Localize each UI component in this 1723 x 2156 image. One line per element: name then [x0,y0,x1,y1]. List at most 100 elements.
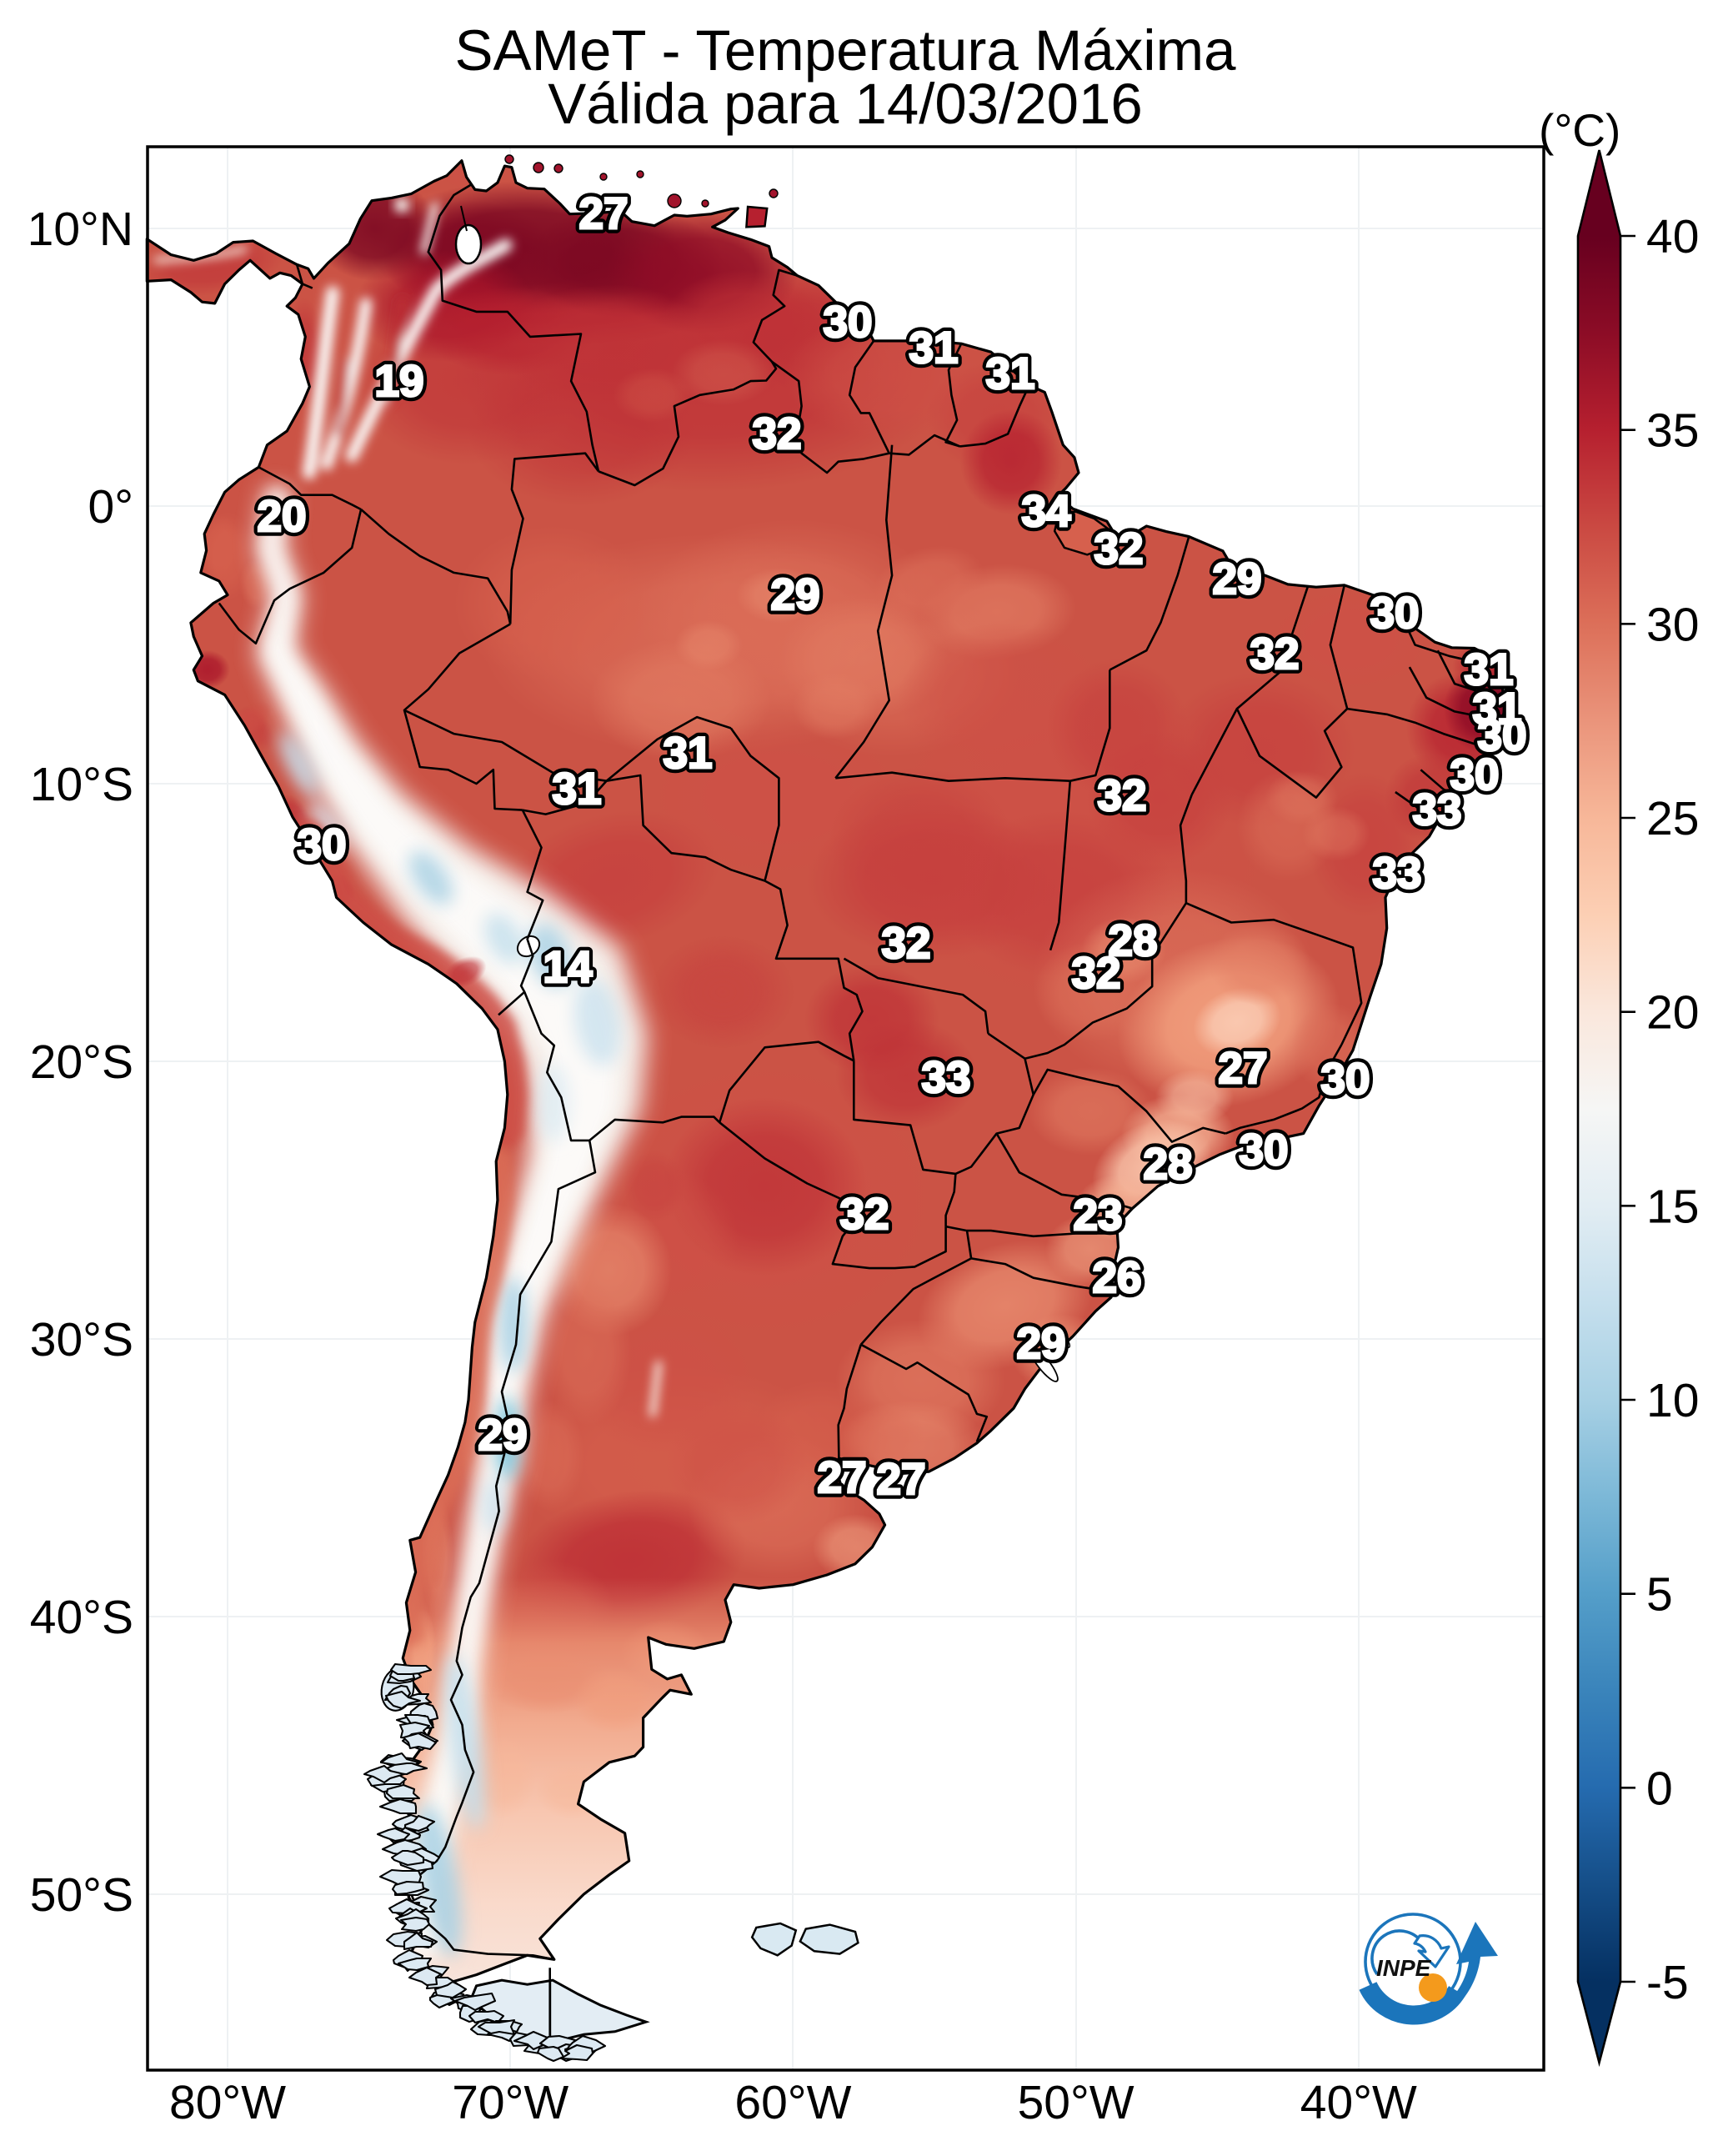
svg-text:34: 34 [1022,487,1071,536]
svg-text:30: 30 [1450,750,1500,800]
svg-text:32: 32 [882,919,931,968]
svg-text:(°C): (°C) [1539,104,1620,156]
svg-text:30: 30 [1240,1126,1289,1175]
svg-text:30°S: 30°S [30,1313,133,1366]
svg-text:INPE: INPE [1376,1955,1432,1981]
svg-text:0°: 0° [88,480,134,534]
svg-text:30: 30 [298,820,347,870]
svg-text:30: 30 [1370,589,1420,638]
svg-text:29: 29 [478,1411,528,1460]
svg-text:29: 29 [1213,554,1262,604]
svg-text:60°W: 60°W [734,2076,851,2129]
svg-text:31: 31 [909,323,959,373]
svg-text:27: 27 [877,1455,926,1504]
svg-text:33: 33 [1373,849,1422,898]
svg-text:20: 20 [258,492,307,541]
svg-text:27: 27 [877,1455,926,1504]
svg-text:30: 30 [1646,598,1699,651]
svg-text:-5: -5 [1646,1956,1689,2009]
svg-text:31: 31 [553,765,602,814]
svg-text:32: 32 [840,1190,889,1239]
svg-text:29: 29 [771,570,820,619]
svg-text:20: 20 [258,492,307,541]
svg-text:35: 35 [1646,404,1699,458]
svg-text:27: 27 [1219,1044,1268,1093]
svg-text:30: 30 [824,298,873,347]
svg-text:50°W: 50°W [1018,2076,1134,2129]
svg-text:SAMeT - Temperatura Máxima: SAMeT - Temperatura Máxima [455,18,1237,83]
svg-text:19: 19 [375,357,424,406]
svg-text:28: 28 [1109,916,1158,965]
svg-text:30: 30 [1450,750,1500,800]
svg-text:31: 31 [986,349,1035,399]
svg-text:32: 32 [882,919,931,968]
svg-text:14: 14 [543,943,593,992]
svg-text:30: 30 [298,820,347,870]
svg-text:10°S: 10°S [30,758,133,811]
svg-text:27: 27 [579,189,629,238]
svg-text:34: 34 [1022,487,1071,536]
svg-text:70°W: 70°W [452,2076,568,2129]
svg-text:32: 32 [1098,771,1147,820]
svg-text:30: 30 [1321,1055,1370,1104]
svg-text:28: 28 [1109,916,1158,965]
svg-text:28: 28 [1144,1140,1193,1189]
svg-text:19: 19 [375,357,424,406]
svg-text:31: 31 [986,349,1035,399]
svg-text:31: 31 [909,323,959,373]
svg-text:33: 33 [922,1053,971,1102]
svg-text:32: 32 [1094,524,1144,574]
svg-text:23: 23 [1074,1191,1123,1240]
svg-text:32: 32 [1250,629,1300,679]
svg-text:40°S: 40°S [30,1591,133,1644]
svg-text:0: 0 [1646,1762,1673,1815]
svg-text:30: 30 [1321,1055,1370,1104]
svg-text:80°W: 80°W [169,2076,286,2129]
svg-text:31: 31 [664,729,713,778]
svg-text:30: 30 [1478,711,1527,760]
svg-text:30: 30 [1240,1126,1289,1175]
svg-text:31: 31 [1473,684,1522,734]
svg-text:40: 40 [1646,210,1699,263]
svg-text:10°N: 10°N [28,203,133,256]
svg-text:33: 33 [1413,785,1462,835]
svg-text:29: 29 [1213,554,1262,604]
svg-text:32: 32 [1250,629,1300,679]
svg-text:26: 26 [1093,1253,1142,1302]
svg-text:31: 31 [553,765,602,814]
svg-text:27: 27 [818,1453,867,1502]
svg-text:20°S: 20°S [30,1035,133,1089]
svg-text:32: 32 [753,409,802,459]
svg-text:27: 27 [1219,1044,1268,1093]
svg-text:Válida para 14/03/2016: Válida para 14/03/2016 [548,72,1143,136]
svg-text:40°W: 40°W [1300,2076,1417,2129]
svg-text:25: 25 [1646,792,1699,845]
svg-text:31: 31 [1473,684,1522,734]
svg-text:31: 31 [1465,645,1514,694]
svg-text:29: 29 [478,1411,528,1460]
svg-text:32: 32 [1098,771,1147,820]
svg-text:5: 5 [1646,1568,1673,1622]
svg-text:31: 31 [1465,645,1514,694]
svg-text:28: 28 [1144,1140,1193,1189]
svg-text:31: 31 [664,729,713,778]
svg-text:20: 20 [1646,986,1699,1040]
svg-text:27: 27 [818,1453,867,1502]
svg-text:30: 30 [1478,711,1527,760]
svg-text:14: 14 [543,943,593,992]
svg-text:29: 29 [771,570,820,619]
svg-text:32: 32 [1072,949,1121,998]
svg-text:32: 32 [753,409,802,459]
svg-text:23: 23 [1074,1191,1123,1240]
svg-text:33: 33 [922,1053,971,1102]
svg-text:33: 33 [1373,849,1422,898]
svg-text:27: 27 [579,189,629,238]
svg-text:29: 29 [1017,1319,1066,1368]
svg-text:50°S: 50°S [30,1868,133,1922]
svg-text:30: 30 [824,298,873,347]
svg-text:32: 32 [1094,524,1144,574]
svg-text:32: 32 [1072,949,1121,998]
svg-text:10: 10 [1646,1374,1699,1427]
svg-text:30: 30 [1370,589,1420,638]
svg-text:26: 26 [1093,1253,1142,1302]
